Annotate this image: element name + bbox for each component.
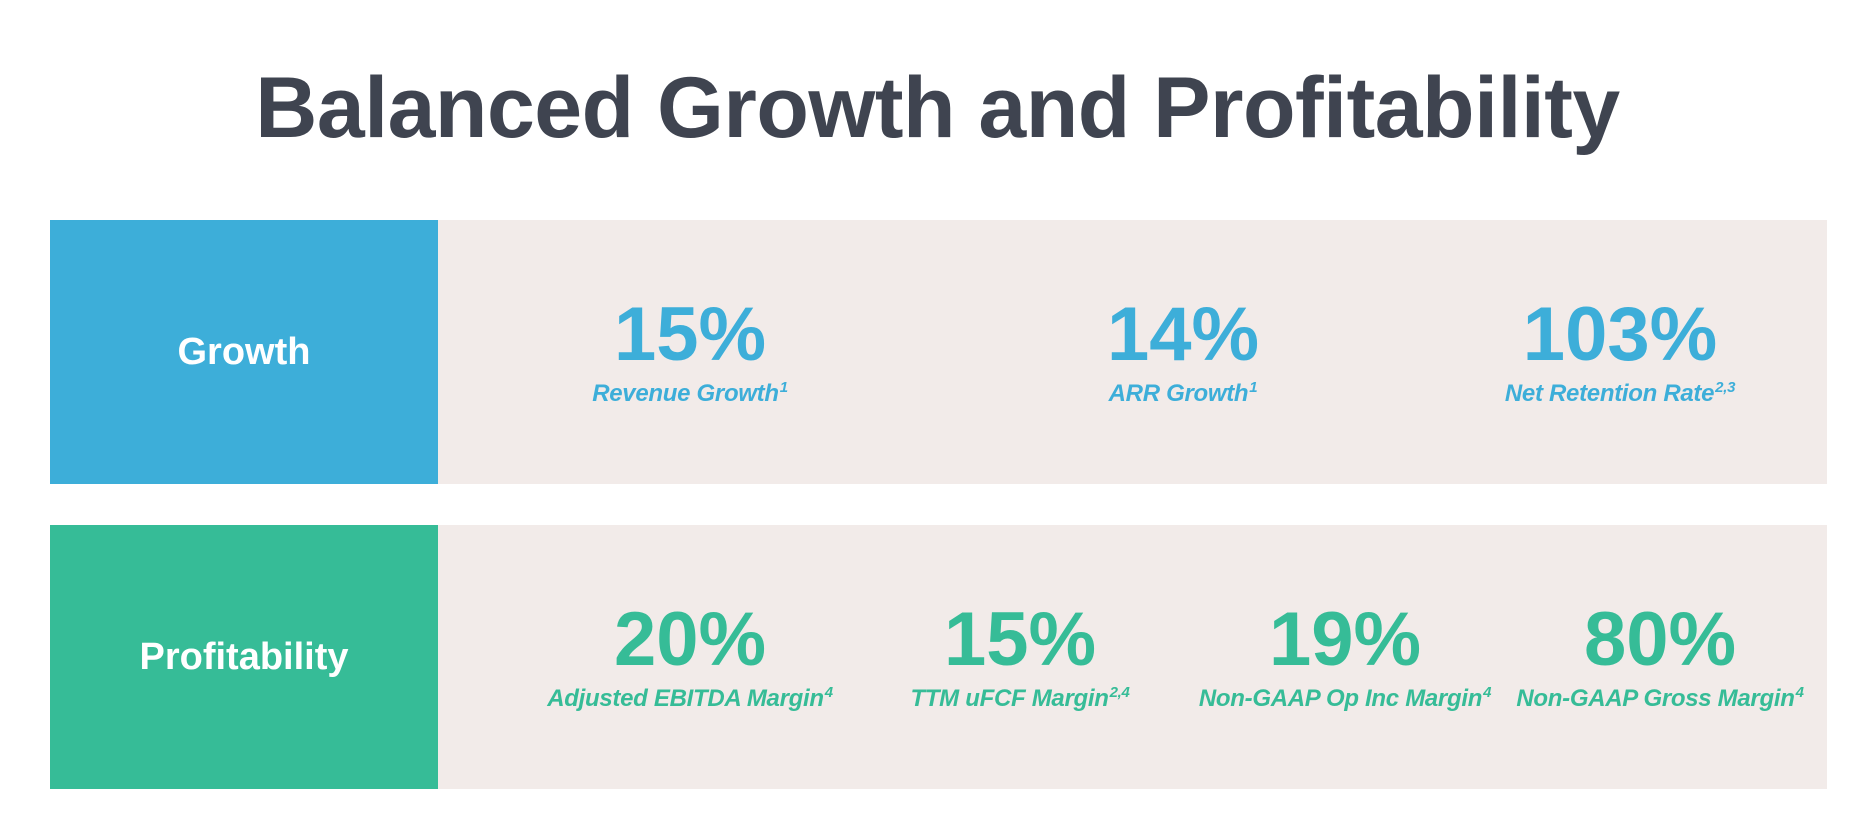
metric-net-retention-rate: 103% Net Retention Rate2,3 bbox=[1430, 220, 1810, 484]
footnote-ref: 2,4 bbox=[1109, 684, 1130, 701]
metric-arr-growth: 14% ARR Growth1 bbox=[973, 220, 1393, 484]
metric-value: 15% bbox=[943, 597, 1097, 682]
metric-non-gaap-gross-margin: 80% Non-GAAP Gross Margin4 bbox=[1490, 525, 1830, 789]
footnote-ref: 4 bbox=[824, 684, 833, 701]
metric-value: 19% bbox=[1268, 597, 1422, 682]
footnote-ref: 2,3 bbox=[1715, 379, 1736, 396]
growth-label: Growth bbox=[50, 220, 438, 484]
metric-value: 14% bbox=[1106, 292, 1260, 377]
metric-value: 20% bbox=[613, 597, 767, 682]
footnote-ref: 1 bbox=[779, 379, 788, 396]
metric-value: 103% bbox=[1522, 292, 1718, 377]
metric-label: Adjusted EBITDA Margin4 bbox=[547, 684, 833, 712]
metric-label: Net Retention Rate2,3 bbox=[1504, 379, 1736, 407]
metric-label: ARR Growth1 bbox=[1108, 379, 1258, 407]
growth-panel: Growth 15% Revenue Growth1 14% ARR Growt… bbox=[50, 220, 1827, 484]
metric-adjusted-ebitda-margin: 20% Adjusted EBITDA Margin4 bbox=[490, 525, 890, 789]
footnote-ref: 4 bbox=[1795, 684, 1804, 701]
metric-label: TTM uFCF Margin2,4 bbox=[910, 684, 1130, 712]
metric-revenue-growth: 15% Revenue Growth1 bbox=[480, 220, 900, 484]
metric-value: 80% bbox=[1583, 597, 1737, 682]
metric-label: Non-GAAP Gross Margin4 bbox=[1516, 684, 1804, 712]
page-title: Balanced Growth and Profitability bbox=[255, 60, 1620, 156]
metric-ttm-ufcf-margin: 15% TTM uFCF Margin2,4 bbox=[850, 525, 1190, 789]
footnote-ref: 1 bbox=[1249, 379, 1258, 396]
metric-value: 15% bbox=[613, 292, 767, 377]
profitability-panel: Profitability 20% Adjusted EBITDA Margin… bbox=[50, 525, 1827, 789]
metric-label: Non-GAAP Op Inc Margin4 bbox=[1198, 684, 1492, 712]
footnote-ref: 4 bbox=[1483, 684, 1492, 701]
profitability-label: Profitability bbox=[50, 525, 438, 789]
metric-non-gaap-op-inc-margin: 19% Non-GAAP Op Inc Margin4 bbox=[1165, 525, 1525, 789]
metric-label: Revenue Growth1 bbox=[592, 379, 788, 407]
